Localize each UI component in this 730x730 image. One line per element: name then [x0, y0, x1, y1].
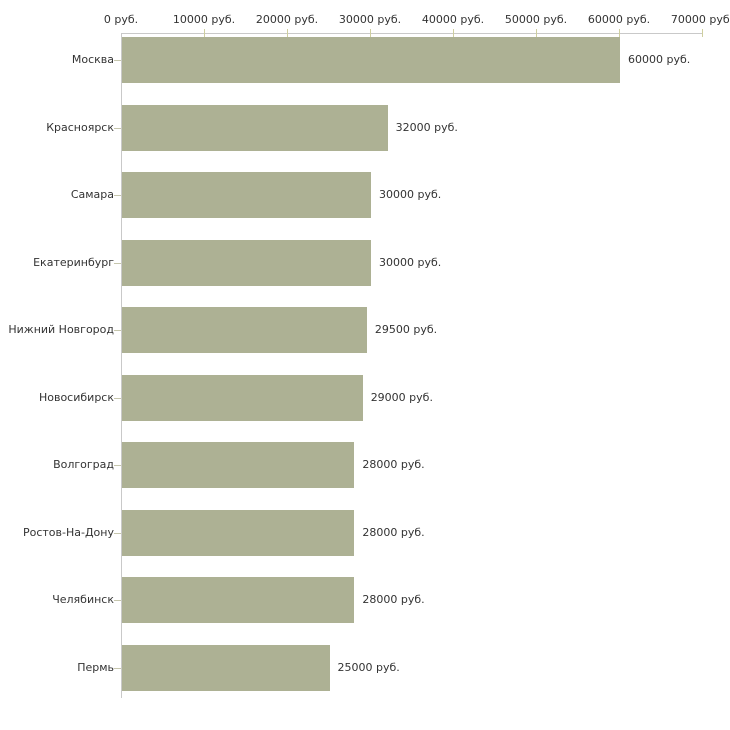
bar [122, 172, 371, 218]
y-axis-tick [114, 330, 121, 331]
x-axis-tick-label: 10000 руб. [172, 13, 236, 26]
bar-value-label: 25000 руб. [337, 660, 400, 674]
x-axis-tick [204, 29, 205, 37]
y-axis-tick [114, 397, 121, 399]
bar-value-label: 28000 руб. [362, 458, 425, 471]
x-axis-tick-label: 70000 руб. [670, 13, 730, 26]
x-axis-tick [370, 29, 371, 37]
bar [122, 37, 620, 83]
bar [122, 239, 371, 286]
bar-value-label: 32000 руб. [395, 120, 458, 134]
x-axis-tick [453, 29, 454, 37]
y-axis-tick [114, 532, 121, 534]
bar-value-label: 28000 руб. [362, 525, 425, 539]
bar-value-label: 28000 руб. [362, 593, 425, 606]
category-label: Москва [71, 53, 114, 66]
x-axis-tick-label: 0 руб. [103, 13, 139, 26]
x-axis-tick [619, 29, 620, 37]
bar [122, 509, 355, 556]
y-axis-tick [114, 600, 121, 601]
bar [122, 442, 355, 488]
y-axis-tick [114, 262, 121, 264]
y-axis-tick [114, 60, 121, 61]
x-axis-tick-label: 50000 руб. [504, 13, 568, 26]
bar-value-label: 60000 руб. [628, 53, 691, 66]
x-axis-tick-label: 20000 руб. [255, 13, 319, 26]
category-label: Самара [70, 188, 114, 201]
y-axis-tick [114, 465, 121, 466]
x-axis-tick-label: 60000 руб. [587, 13, 651, 26]
y-axis-tick [114, 127, 121, 129]
category-label: Челябинск [52, 593, 114, 606]
category-label: Нижний Новгород [8, 323, 114, 336]
category-label: Новосибирск [38, 390, 114, 404]
category-label: Екатеринбург [33, 255, 114, 269]
x-axis-tick-label: 30000 руб. [338, 13, 402, 26]
category-label: Волгоград [53, 458, 114, 471]
bar [122, 644, 330, 691]
bar-value-label: 30000 руб. [379, 188, 442, 201]
bar [122, 307, 367, 353]
bar [122, 374, 363, 421]
bar-value-label: 29500 руб. [374, 323, 438, 336]
bar [122, 577, 355, 623]
x-axis-tick-label: 40000 руб. [421, 13, 485, 26]
x-axis-tick [287, 29, 288, 37]
y-axis-tick [114, 195, 121, 196]
bar-value-label: 30000 руб. [379, 255, 442, 269]
x-axis-tick [536, 29, 537, 37]
category-label: Красноярск [46, 120, 114, 134]
bar-value-label: 29000 руб. [370, 390, 433, 404]
x-axis-tick [702, 29, 703, 37]
bar [122, 104, 388, 151]
category-label: Пермь [77, 660, 114, 674]
x-axis-line [121, 33, 702, 34]
y-axis-tick [114, 667, 121, 669]
category-label: Ростов-На-Дону [22, 525, 114, 539]
y-axis-line [121, 33, 122, 698]
